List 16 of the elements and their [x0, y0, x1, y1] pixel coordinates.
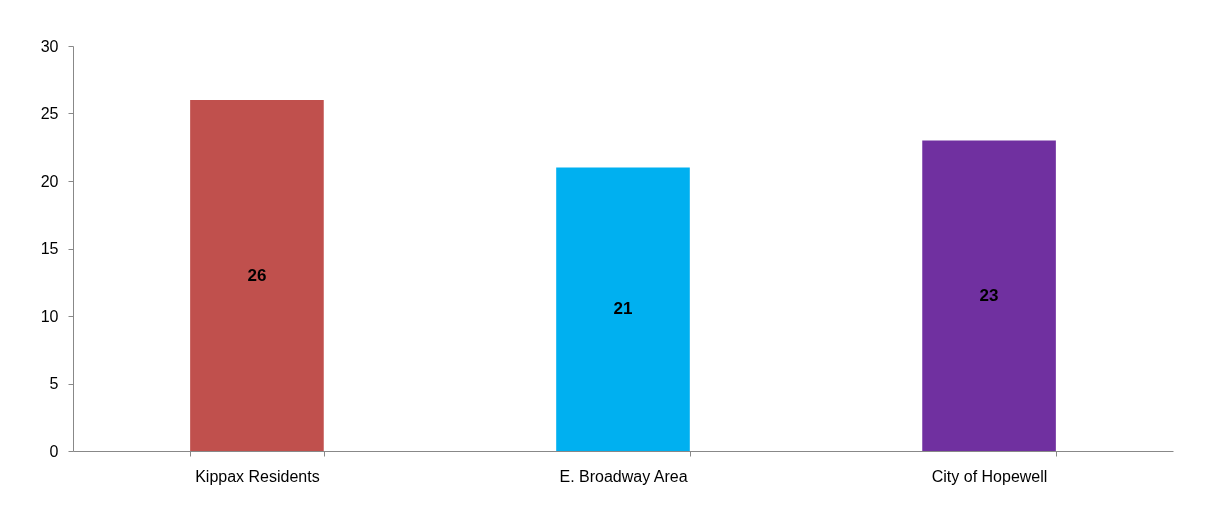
bar [922, 140, 1056, 451]
x-tick-label: Kippax Residents [195, 467, 320, 485]
y-tick-label: 20 [40, 172, 59, 190]
y-tick-label: 0 [49, 442, 59, 460]
data-label: 23 [979, 285, 999, 305]
y-tick-label: 10 [40, 307, 59, 325]
data-label: 26 [247, 265, 267, 285]
bar [190, 100, 324, 451]
y-tick-label: 15 [40, 240, 59, 257]
bar [556, 167, 690, 451]
x-tick-label: City of Hopewell [931, 467, 1048, 485]
data-label: 21 [613, 299, 633, 319]
x-tick-label: E. Broadway Area [559, 467, 688, 485]
y-tick-label: 5 [49, 375, 59, 392]
y-tick-label: 30 [40, 37, 59, 55]
y-tick-label: 25 [40, 105, 59, 122]
